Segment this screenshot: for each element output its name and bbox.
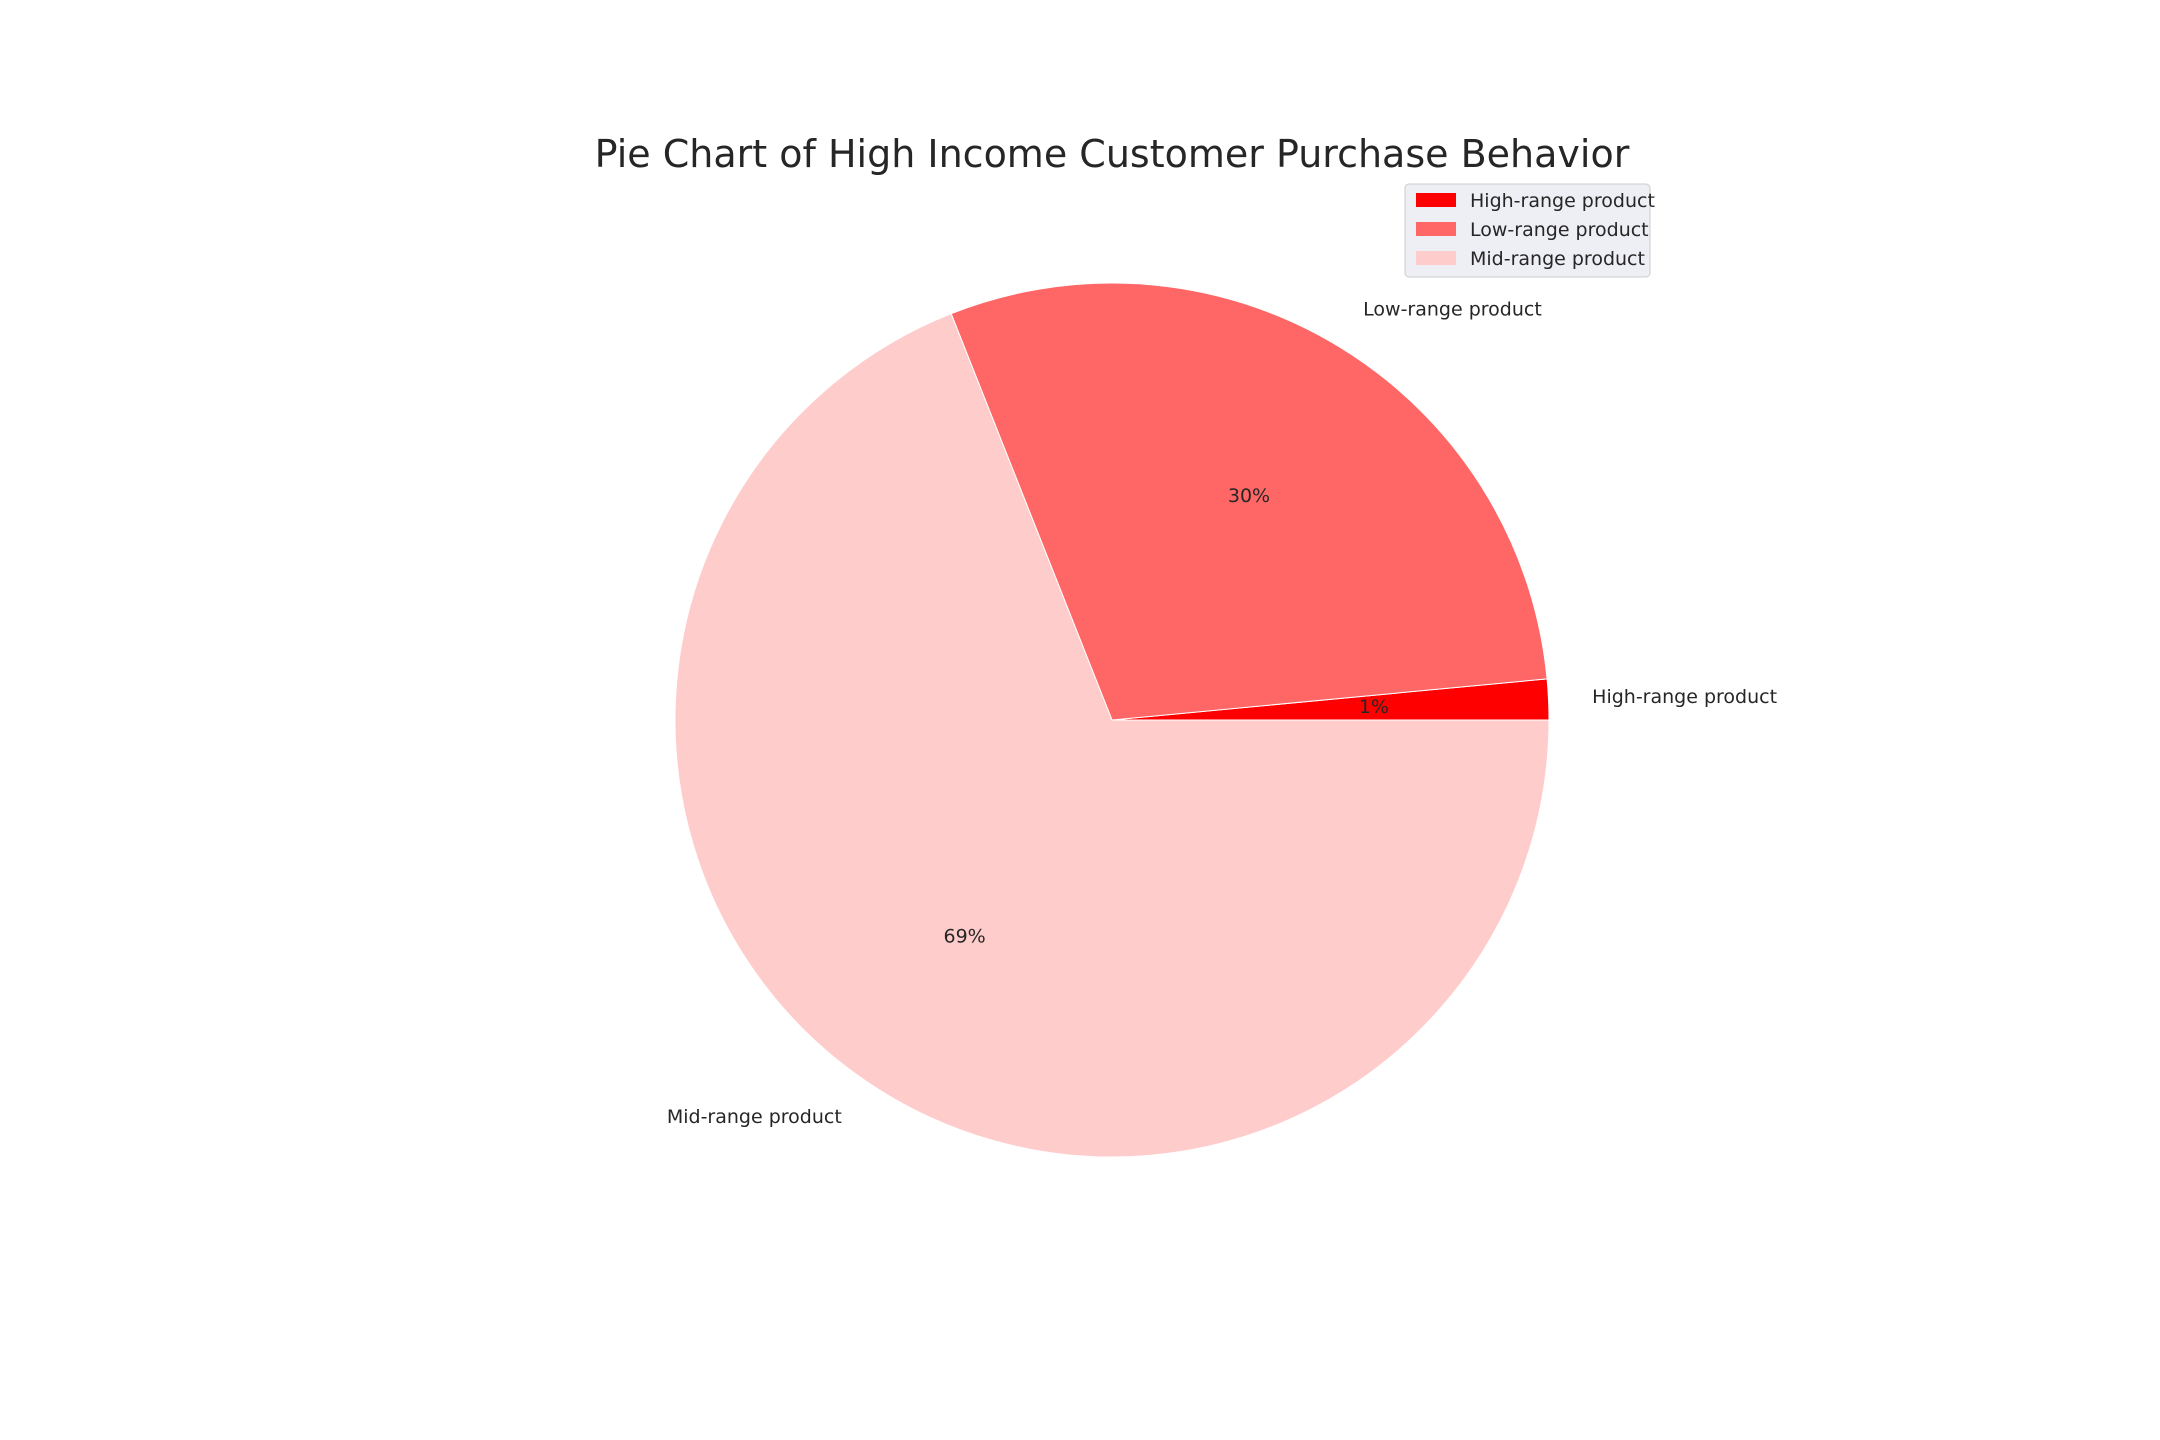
slice-label-high-range-product: High-range product (1592, 686, 1777, 708)
pie-slice-low-range-product (950, 282, 1548, 721)
pie-slice-mid-range-product (674, 313, 1550, 1158)
legend-label-low-range: Low-range product (1470, 219, 1649, 241)
legend: High-range product Low-range product Mid… (1404, 183, 1655, 278)
pct-label-high-range-product: 1% (1359, 696, 1389, 718)
legend-label-high-range: High-range product (1470, 190, 1655, 212)
pct-label-low-range-product: 30% (1228, 485, 1270, 507)
pie-slices (674, 282, 1550, 1158)
pie-labels: High-range product 1% Low-range product 30%… (667, 299, 1777, 1128)
legend-frame (1404, 183, 1651, 278)
legend-swatch-mid-range (1416, 251, 1456, 265)
chart-title: Pie Chart of High Income Customer Purcha… (595, 132, 1630, 176)
slice-label-low-range-product: Low-range product (1363, 299, 1542, 321)
slice-label-mid-range-product: Mid-range product (667, 1106, 842, 1128)
pct-label-mid-range-product: 69% (944, 925, 986, 947)
legend-swatch-low-range (1416, 222, 1456, 236)
legend-swatch-high-range (1416, 193, 1456, 207)
legend-label-mid-range: Mid-range product (1470, 248, 1645, 270)
